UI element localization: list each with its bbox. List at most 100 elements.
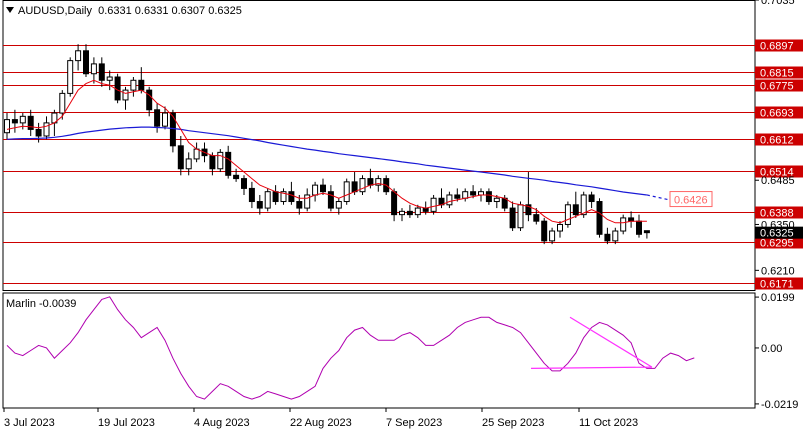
slow-ma-line	[6, 126, 647, 196]
current-price-tag	[755, 226, 803, 239]
candle-body	[59, 92, 66, 114]
target-label: 0.6426	[674, 195, 708, 207]
level-price-tag	[755, 79, 803, 92]
candle-body	[209, 155, 216, 170]
level-price-tag	[755, 206, 803, 219]
level-price-tag	[755, 39, 803, 52]
candle-body	[628, 217, 635, 222]
candle-body	[620, 217, 627, 232]
candle-body	[391, 191, 398, 216]
candle-body	[525, 204, 532, 216]
candle-body	[288, 191, 295, 203]
x-tick-label: 11 Oct 2023	[579, 417, 638, 429]
candle-body	[241, 178, 247, 189]
candle-body	[557, 223, 563, 232]
slow-ma-projection	[646, 194, 669, 201]
level-price-label: 0.6775	[760, 81, 794, 93]
candle-body	[359, 178, 366, 193]
candle-body	[146, 89, 153, 111]
candle-body	[154, 109, 161, 127]
divergence-resistance-line	[569, 316, 653, 368]
collapse-triangle-icon[interactable]	[6, 7, 14, 13]
candle-body	[580, 194, 587, 216]
candle-body	[478, 191, 484, 196]
candle-body	[138, 79, 145, 91]
candle-body	[643, 230, 650, 234]
candle-body	[122, 89, 129, 101]
indicator-y-tick-label: 0.0199	[761, 292, 795, 304]
x-tick-label: 19 Jul 2023	[98, 417, 155, 429]
level-price-label: 0.6295	[760, 238, 794, 250]
level-price-label: 0.6388	[760, 208, 794, 220]
candle-body	[604, 233, 611, 242]
x-tick-label: 25 Sep 2023	[482, 417, 544, 429]
target-box	[669, 191, 713, 208]
x-tick-label: 22 Aug 2023	[290, 417, 352, 429]
candle-body	[193, 148, 200, 160]
candle-body	[312, 184, 319, 196]
candle-body	[90, 63, 97, 75]
candle-body	[256, 201, 263, 209]
candle-body	[233, 174, 240, 180]
candle-body	[11, 119, 18, 124]
candle-body	[351, 181, 358, 193]
candle-body	[304, 194, 311, 209]
candle-body	[106, 76, 113, 81]
candle-body	[296, 201, 303, 209]
candle-body	[98, 63, 105, 81]
marlin-line	[6, 296, 695, 400]
level-price-tag	[755, 277, 803, 290]
divergence-support-line	[530, 366, 653, 369]
candle-body	[406, 210, 413, 216]
candle-body	[596, 201, 603, 235]
chart-frames	[2, 0, 756, 409]
y-tick-label: 0.7035	[761, 0, 795, 7]
ohlc-values: 0.6331 0.6331 0.6307 0.6325	[98, 5, 242, 17]
candle-body	[446, 194, 453, 206]
candle-body	[272, 191, 279, 203]
candle-body	[485, 191, 492, 203]
candle-body	[517, 204, 524, 229]
candle-body	[462, 191, 469, 199]
level-price-tag	[755, 165, 803, 178]
candle-body	[454, 194, 461, 199]
level-price-tag	[755, 106, 803, 119]
candle-body	[572, 204, 579, 216]
level-price-label: 0.6514	[760, 167, 794, 179]
candle-body	[493, 197, 500, 203]
candle-body	[367, 178, 374, 186]
candle-body	[130, 79, 137, 91]
candle-body	[35, 128, 42, 137]
x-tick-label: 4 Aug 2023	[194, 417, 250, 429]
symbol-label: AUDUSD,Daily	[18, 5, 92, 17]
candle-body	[4, 119, 10, 134]
candle-body	[280, 191, 287, 203]
candle-body	[248, 187, 255, 203]
level-price-label: 0.6693	[760, 108, 794, 120]
candle-body	[612, 230, 619, 242]
indicator-y-tick-label: 0.00	[761, 343, 782, 355]
level-price-tag	[755, 236, 803, 249]
candle-body	[470, 191, 477, 196]
candle-body	[225, 151, 232, 176]
candle-body	[83, 50, 89, 75]
candle-body	[264, 191, 271, 209]
candle-body	[177, 145, 184, 170]
x-tick-label: 7 Sep 2023	[386, 417, 442, 429]
candle-body	[19, 115, 26, 124]
candles	[4, 44, 650, 245]
candle-body	[564, 204, 571, 225]
y-tick-label: 0.6210	[761, 265, 795, 277]
y-tick-label: 0.6350	[761, 219, 795, 231]
candle-body	[588, 194, 595, 203]
candle-body	[43, 122, 50, 137]
candle-body	[343, 181, 350, 203]
candle-body	[185, 158, 192, 170]
candle-body	[541, 220, 548, 242]
candle-body	[169, 112, 176, 147]
candle-body	[399, 210, 405, 216]
level-price-tag	[755, 66, 803, 79]
current-price-label: 0.6325	[760, 228, 794, 240]
